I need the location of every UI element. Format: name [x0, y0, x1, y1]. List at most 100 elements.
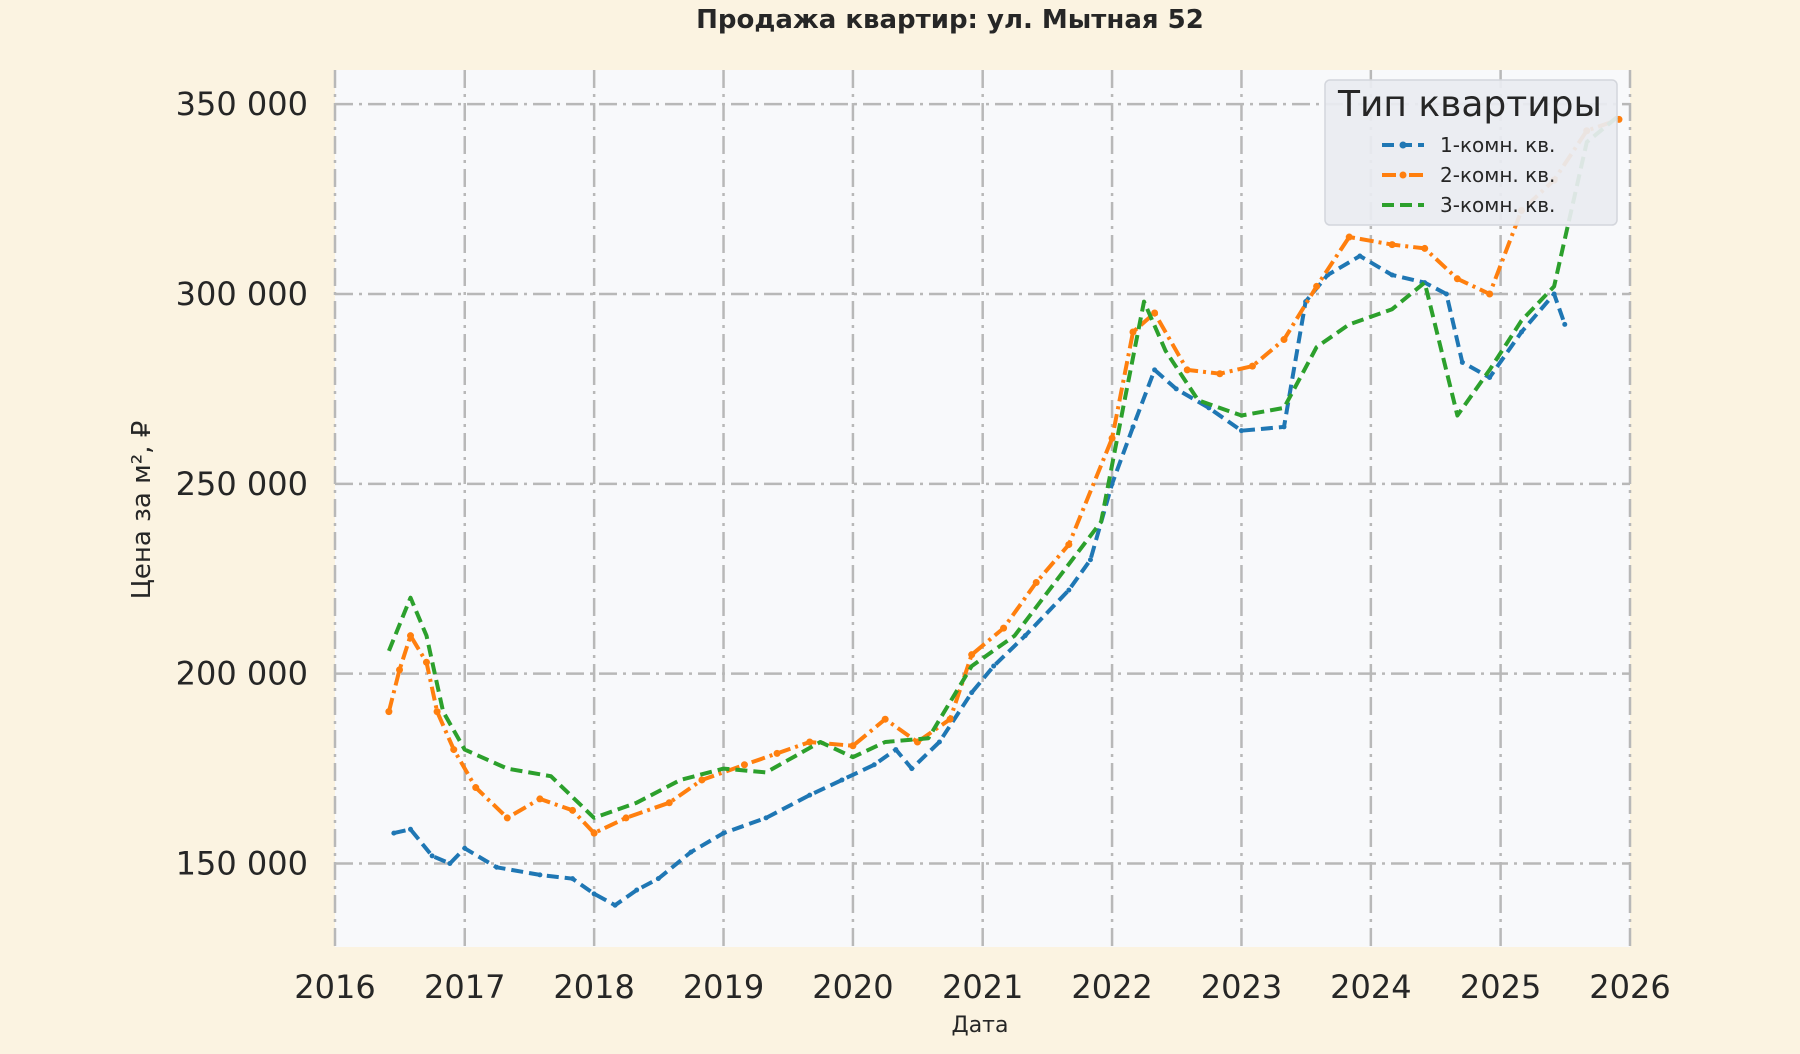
- series-2-point: [881, 715, 889, 723]
- series-1-point: [839, 777, 845, 783]
- series-2-point: [1151, 309, 1159, 317]
- series-1-point: [1487, 375, 1493, 381]
- series-2-point: [1345, 233, 1353, 241]
- series-2-point: [1388, 241, 1396, 249]
- series-2-point: [1280, 336, 1288, 344]
- legend-marker: [1399, 171, 1407, 179]
- series-2-point: [385, 708, 393, 716]
- series-2-point: [968, 651, 976, 659]
- series-1-point: [1066, 587, 1072, 593]
- x-tick-label: 2020: [812, 968, 893, 1006]
- legend-box: [1324, 79, 1618, 226]
- x-tick-label: 2021: [942, 968, 1023, 1006]
- series-2-point: [569, 806, 577, 814]
- series-layer: [385, 114, 1623, 908]
- y-tick-label: 200 000: [176, 655, 308, 693]
- y-tick-label: 350 000: [176, 85, 308, 123]
- series-1-point: [1281, 424, 1287, 430]
- series-2-point: [946, 715, 954, 723]
- series-1-point: [1551, 291, 1557, 297]
- series-2-point: [422, 658, 430, 666]
- series-2-point: [536, 795, 544, 803]
- series-2-point: [665, 799, 673, 807]
- series-2-point: [472, 784, 480, 792]
- series-1-point: [763, 815, 769, 821]
- series-1-point: [1389, 272, 1395, 278]
- series-2-point: [1065, 541, 1073, 549]
- series-1-point: [1152, 367, 1158, 373]
- series-2-point: [450, 746, 458, 754]
- y-tick-label: 250 000: [176, 465, 308, 503]
- legend-label: 2-комн. кв.: [1440, 163, 1555, 187]
- series-1-point: [871, 762, 877, 768]
- series-2-point: [503, 814, 511, 822]
- series-1-point: [570, 876, 576, 882]
- series-1-point: [1173, 386, 1179, 392]
- series-1-point: [721, 830, 727, 836]
- x-tick-label: 2026: [1589, 968, 1670, 1006]
- series-1-point: [893, 747, 899, 753]
- x-tick-label: 2023: [1201, 968, 1282, 1006]
- series-2-point: [1421, 244, 1429, 252]
- series-1-point: [991, 663, 997, 669]
- series-1-point: [1459, 359, 1465, 365]
- series-2-point: [590, 829, 598, 837]
- series-1-point: [969, 690, 975, 696]
- series-1-point: [447, 860, 453, 866]
- x-axis-label: Дата: [952, 1013, 1009, 1038]
- legend-marker: [1399, 141, 1407, 149]
- series-2-point: [1129, 328, 1137, 336]
- series-1-point: [494, 864, 500, 870]
- series-1-point: [1109, 481, 1115, 487]
- y-tick-label: 300 000: [176, 275, 308, 313]
- series-1-point: [1443, 291, 1449, 297]
- series-1-point: [936, 739, 942, 745]
- series-2-point: [1313, 282, 1321, 290]
- legend: Тип квартиры 1-комн. кв. 2-комн. кв. 3-ком…: [1324, 79, 1618, 226]
- series-2-point: [1000, 624, 1008, 632]
- series-line-2: [386, 117, 1620, 836]
- series-2-point: [1032, 579, 1040, 587]
- series-1-point: [429, 853, 435, 859]
- series-2-point: [1108, 434, 1116, 442]
- legend-label: 1-комн. кв.: [1440, 133, 1555, 157]
- series-2-point: [1453, 275, 1461, 283]
- series-2-point: [740, 761, 748, 769]
- series-2-point: [849, 742, 857, 750]
- series-1-point: [807, 792, 813, 798]
- series-1-point: [462, 845, 468, 851]
- series-2-point: [433, 708, 441, 716]
- x-tick-label: 2019: [683, 968, 764, 1006]
- series-1-point: [655, 876, 661, 882]
- series-2-point: [1486, 290, 1494, 298]
- series-1-point: [1519, 329, 1525, 335]
- series-2-point: [622, 814, 630, 822]
- series-2-point: [698, 776, 706, 784]
- series-1-point: [1130, 424, 1136, 430]
- series-1-point: [909, 766, 915, 772]
- tick-layer: 2016 2017 2018 2019 2020 2021 2022 2023 2024 2025…: [176, 85, 1671, 1006]
- series-1-point: [537, 872, 543, 878]
- series-2-point: [1248, 362, 1256, 370]
- x-tick-label: 2017: [424, 968, 505, 1006]
- legend-label: 3-комн. кв.: [1440, 193, 1555, 217]
- series-1-point: [688, 849, 694, 855]
- series-1-point: [1325, 272, 1331, 278]
- x-tick-label: 2022: [1071, 968, 1152, 1006]
- series-1-point: [634, 887, 640, 893]
- series-2-point: [806, 738, 814, 746]
- chart-title: Продажа квартир: ул. Мытная 52: [696, 5, 1204, 35]
- series-1-point: [1562, 321, 1568, 327]
- series-2-point: [1183, 366, 1191, 374]
- series-1-point: [1206, 405, 1212, 411]
- series-2-point: [396, 666, 404, 674]
- series-1-point: [391, 830, 397, 836]
- legend-items: 1-комн. кв. 2-комн. кв. 3-комн. кв.: [1382, 133, 1555, 217]
- series-1-point: [591, 891, 597, 897]
- series-1-point: [1238, 428, 1244, 434]
- series-2-point: [1216, 370, 1224, 378]
- series-1-point: [1357, 253, 1363, 259]
- series-1-point: [1022, 633, 1028, 639]
